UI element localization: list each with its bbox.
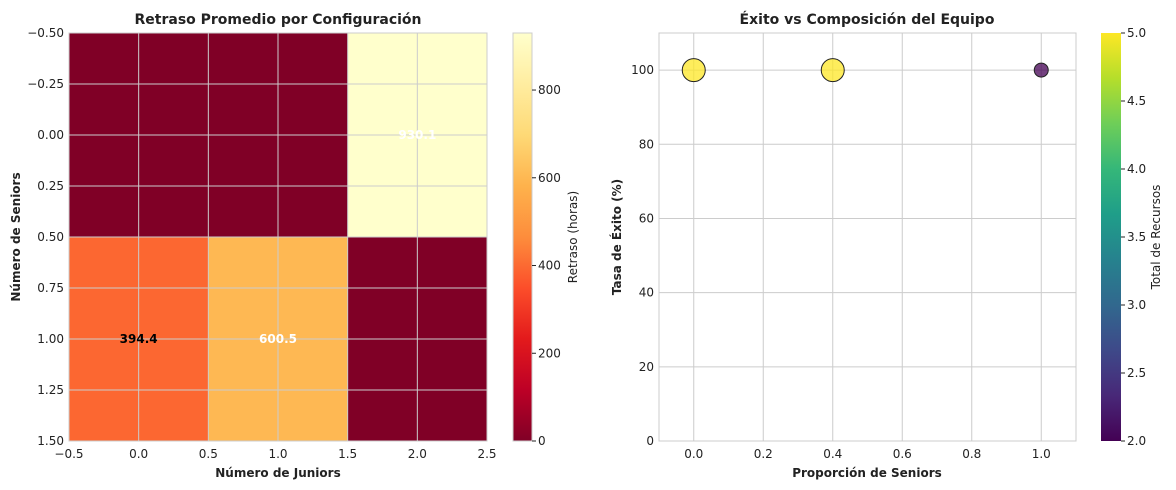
heatmap-x-tick: −0.5 <box>54 447 83 461</box>
heatmap-title: Retraso Promedio por Configuración <box>135 12 422 28</box>
heatmap-y-tick: 1.50 <box>37 434 64 448</box>
heatmap-y-tick: −0.50 <box>27 26 64 40</box>
heatmap-grid <box>69 33 487 441</box>
scatter-point <box>1033 62 1049 78</box>
heatmap-y-tick: 1.00 <box>37 332 64 346</box>
scatter-x-tick: 0.2 <box>754 447 773 461</box>
heatmap-colorbar-ticks: 0 200 400 600 800 <box>532 83 561 448</box>
scatter-colorbar-tick: 2.5 <box>1127 366 1146 380</box>
heatmap-y-tick: 0.25 <box>37 179 64 193</box>
scatter-colorbar-tick: 5.0 <box>1127 26 1146 40</box>
scatter-y-ticks: 0 20 40 60 80 100 <box>631 63 654 448</box>
scatter-title: Éxito vs Composición del Equipo <box>740 11 995 28</box>
scatter-x-ticks: 0.0 0.2 0.4 0.6 0.8 1.0 <box>684 447 1051 461</box>
heatmap-x-tick: 0.5 <box>199 447 218 461</box>
scatter-colorbar-label: Total de Recursos <box>1149 185 1163 291</box>
scatter-x-tick: 0.6 <box>893 447 912 461</box>
heatmap-y-tick: 0.50 <box>37 230 64 244</box>
heatmap-colorbar-tick: 200 <box>538 346 561 360</box>
scatter-colorbar-tick: 3.5 <box>1127 230 1146 244</box>
scatter-y-tick: 40 <box>639 286 654 300</box>
heatmap-x-tick: 1.5 <box>338 447 357 461</box>
scatter-points <box>681 58 1049 83</box>
heatmap-cell-value: 600.5 <box>259 332 297 346</box>
heatmap-x-label: Número de Juniors <box>215 466 340 480</box>
heatmap-colorbar-tick: 0 <box>538 434 546 448</box>
scatter-x-tick: 1.0 <box>1032 447 1051 461</box>
scatter-x-tick: 0.4 <box>823 447 842 461</box>
heatmap-frame <box>68 32 488 442</box>
heatmap-cell-value: 930.1 <box>398 128 436 142</box>
heatmap-y-label: Número de Seniors <box>9 172 23 301</box>
heatmap-y-tick: 0.00 <box>37 128 64 142</box>
heatmap-y-tick: −0.25 <box>27 77 64 91</box>
scatter-y-tick: 100 <box>631 63 654 77</box>
heatmap-cell-labels: 930.1 394.4 600.5 <box>120 128 437 346</box>
heatmap-colorbar <box>512 32 533 442</box>
scatter-y-label: Tasa de Éxito (%) <box>609 179 624 295</box>
heatmap-colorbar-tick: 800 <box>538 83 561 97</box>
scatter-colorbar-ticks: 2.0 2.5 3.0 3.5 4.0 4.5 5.0 <box>1121 26 1146 448</box>
scatter-colorbar <box>1101 33 1121 441</box>
heatmap-x-tick: 2.5 <box>477 447 496 461</box>
scatter-x-tick: 0.8 <box>962 447 981 461</box>
scatter-colorbar-tick: 4.0 <box>1127 162 1146 176</box>
scatter-y-tick: 20 <box>639 360 654 374</box>
heatmap-x-ticks: −0.5 0.0 0.5 1.0 1.5 2.0 2.5 <box>54 447 496 461</box>
scatter-grid <box>659 33 1076 442</box>
scatter-frame <box>658 32 1077 442</box>
scatter-x-label: Proporción de Seniors <box>792 466 942 480</box>
heatmap-colorbar-tick: 400 <box>538 259 561 273</box>
scatter-point <box>820 58 845 83</box>
heatmap-x-tick: 2.0 <box>408 447 427 461</box>
scatter-x-tick: 0.0 <box>684 447 703 461</box>
heatmap-y-tick: 1.25 <box>37 383 64 397</box>
scatter-colorbar-tick: 2.0 <box>1127 434 1146 448</box>
heatmap-panel: Retraso Promedio por Configuración 930.1… <box>9 12 580 480</box>
heatmap-colorbar-label: Retraso (horas) <box>566 191 580 283</box>
scatter-y-tick: 0 <box>646 434 654 448</box>
heatmap-y-tick: 0.75 <box>37 281 64 295</box>
scatter-y-tick: 80 <box>639 137 654 151</box>
heatmap-x-tick: 0.0 <box>129 447 148 461</box>
scatter-y-tick: 60 <box>639 211 654 225</box>
heatmap-cell-value: 394.4 <box>120 332 158 346</box>
scatter-colorbar-tick: 4.5 <box>1127 94 1146 108</box>
scatter-point <box>681 58 706 83</box>
scatter-panel: Éxito vs Composición del Equipo 0.0 0.2 0.… <box>609 11 1163 480</box>
heatmap-colorbar-tick: 600 <box>538 171 561 185</box>
scatter-colorbar-tick: 3.0 <box>1127 298 1146 312</box>
heatmap-y-ticks: −0.50 −0.25 0.00 0.25 0.50 0.75 1.00 1.25 1.50 <box>27 26 64 448</box>
heatmap-x-tick: 1.0 <box>268 447 287 461</box>
